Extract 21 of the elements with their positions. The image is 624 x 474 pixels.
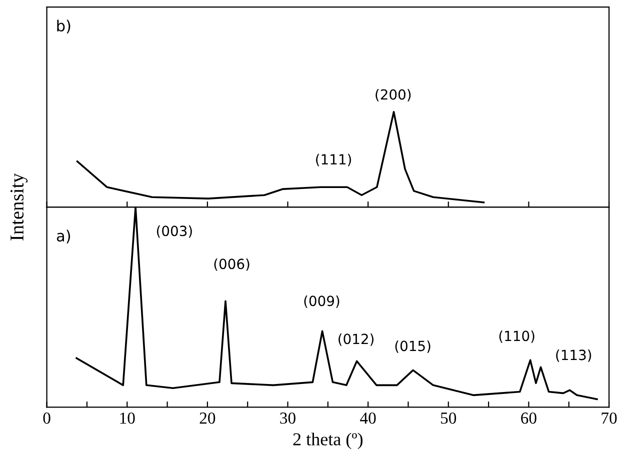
text: b) xyxy=(57,20,70,34)
x-tick-label: 70 xyxy=(602,412,617,424)
x-tick-label: 60 xyxy=(521,412,536,424)
annotation: (012) xyxy=(338,333,374,346)
annotation: (009) xyxy=(304,295,340,308)
annotation: (113) xyxy=(556,349,592,362)
x-axis-title: 2 theta (º) xyxy=(293,432,363,450)
x-tick-label: 30 xyxy=(280,412,296,424)
annotation: (110) xyxy=(499,330,534,343)
annotation: (003) xyxy=(156,225,192,238)
x-tick-label: 0 xyxy=(43,412,50,424)
annotation: (111) xyxy=(316,154,352,166)
x-tick-label: 20 xyxy=(200,412,216,424)
x-tick-label: 50 xyxy=(441,412,456,424)
annotation: a) xyxy=(56,230,70,244)
y-axis-title: Intensity xyxy=(10,173,28,240)
annotation: (015) xyxy=(395,340,430,353)
text: (200) xyxy=(376,89,411,102)
x-tick-label: 40 xyxy=(360,412,376,424)
annotation: (006) xyxy=(214,258,250,271)
x-tick-label: 10 xyxy=(120,412,135,424)
